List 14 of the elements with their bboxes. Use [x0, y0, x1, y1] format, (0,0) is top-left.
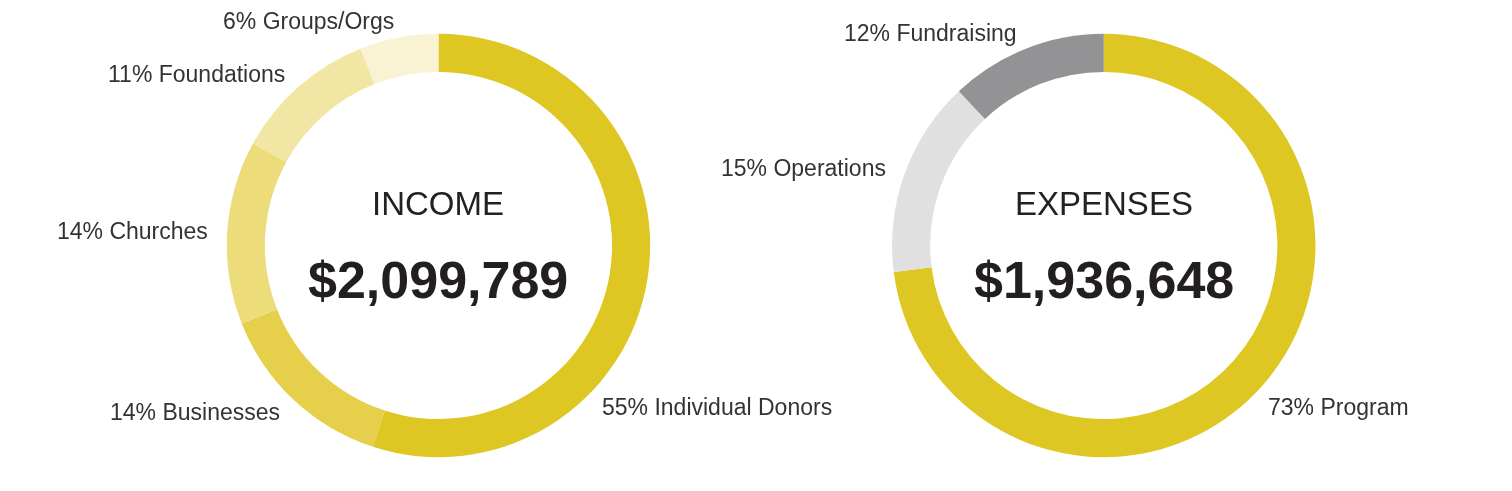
text: $2,099,789 [308, 251, 569, 309]
slice-label: 11% Foundations [108, 61, 286, 87]
slice-label: 15% Operations [721, 155, 886, 181]
slice-label: 73% Program [1268, 394, 1409, 420]
text: EXPENSES [1015, 185, 1193, 222]
slice-label: 6% Groups/Orgs [223, 8, 395, 34]
donut-slice [226, 143, 287, 324]
slice-label: 55% Individual Donors [602, 394, 833, 420]
slice-label: 14% Churches [57, 218, 208, 244]
slice-label: 14% Businesses [110, 399, 281, 425]
text: INCOME [372, 185, 504, 222]
text: $1,936,648 [974, 251, 1235, 309]
slice-label: 12% Fundraising [844, 20, 1017, 46]
donut-slice [360, 33, 439, 85]
